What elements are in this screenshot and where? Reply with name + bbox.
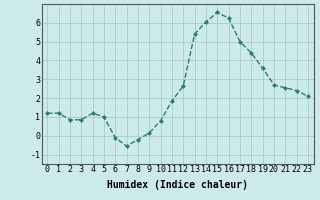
X-axis label: Humidex (Indice chaleur): Humidex (Indice chaleur) xyxy=(107,180,248,190)
